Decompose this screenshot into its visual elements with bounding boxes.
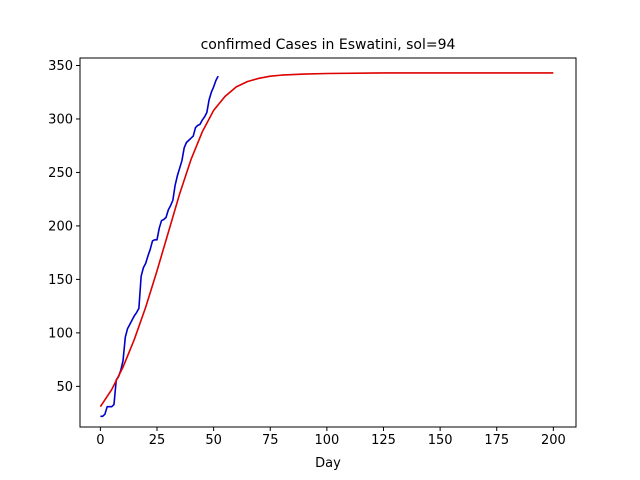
x-tick-label: 150: [428, 433, 453, 448]
x-tick-label: 25: [149, 433, 166, 448]
y-tick-label: 150: [48, 273, 73, 288]
x-tick-label: 200: [541, 433, 566, 448]
x-tick-label: 75: [262, 433, 279, 448]
y-tick-label: 300: [48, 112, 73, 127]
series-line-fit: [99, 72, 554, 408]
series-layer: [99, 72, 554, 418]
y-tick-label: 200: [48, 219, 73, 234]
x-tick-label: 0: [96, 433, 104, 448]
x-tick-label: 175: [484, 433, 509, 448]
x-tick-label: 50: [205, 433, 222, 448]
series-line-confirmed: [100, 75, 219, 418]
x-tick-label: 125: [371, 433, 396, 448]
chart-title: confirmed Cases in Eswatini, sol=94: [201, 37, 456, 53]
axis-ticks: 0 25 50 75 100 125 150 175 200 50 100 150 200 250 300 3…: [48, 59, 566, 448]
y-tick-label: 50: [56, 380, 73, 395]
y-tick-label: 250: [48, 166, 73, 181]
x-axis-label: Day: [315, 456, 341, 471]
x-tick-label: 100: [314, 433, 339, 448]
y-tick-label: 350: [48, 59, 73, 74]
y-tick-label: 100: [48, 326, 73, 341]
plot-frame: [79, 57, 577, 428]
